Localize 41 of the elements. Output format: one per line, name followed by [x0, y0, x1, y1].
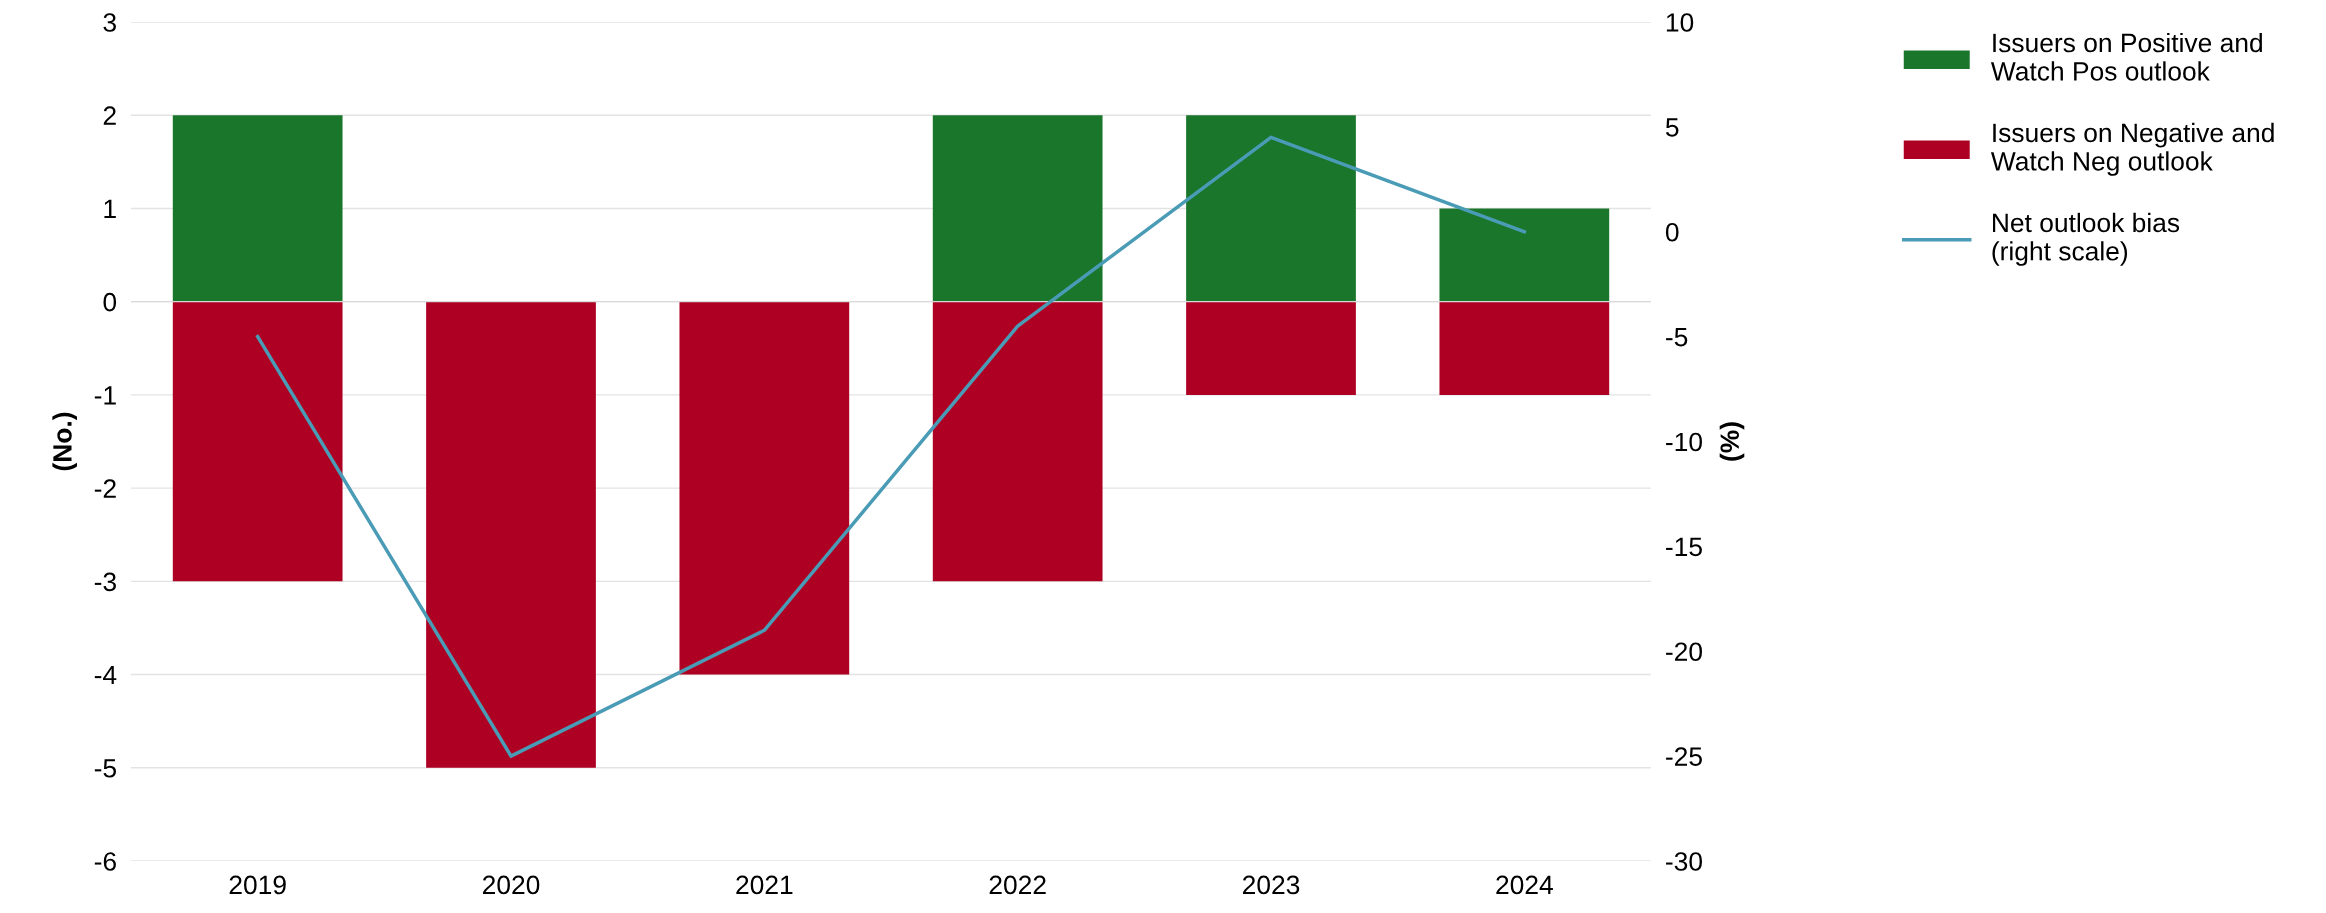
x-tick-label: 2021 [736, 875, 793, 895]
y2-tick-label: -10 [1666, 432, 1702, 452]
x-tick-label: 2020 [482, 875, 540, 895]
legend-label: Issuers on Negative and Watch Neg outlook [1990, 122, 2274, 176]
y-tick-label: 2 [103, 106, 116, 125]
legend-label: Net outlook bias (right scale) [1992, 212, 2180, 266]
y-tick-label: -3 [94, 572, 116, 592]
y2-tick-label: -5 [1666, 328, 1688, 347]
y2-tick-label: -30 [1666, 852, 1702, 871]
y2-tick-label: -25 [1666, 747, 1702, 766]
x-tick-label: 2023 [1242, 875, 1300, 895]
bar [932, 301, 1103, 582]
legend-label: Issuers on Positive and Watch Pos outlook [1990, 32, 2262, 81]
line-series [255, 135, 1527, 758]
y2-tick-label: -20 [1666, 642, 1702, 662]
bar [1186, 301, 1356, 395]
x-tick-label: 2022 [989, 875, 1046, 895]
y2-tick-label: 5 [1665, 118, 1679, 137]
y-tick-label: 0 [103, 292, 117, 312]
y-tick-label: -1 [94, 386, 116, 405]
y2-tick-label: 10 [1666, 13, 1694, 32]
y-axis-title: (No.) [52, 412, 77, 471]
x-tick-label: 2019 [229, 875, 286, 895]
y-tick-label: -5 [94, 759, 117, 778]
bar [172, 301, 343, 582]
bar [172, 115, 343, 302]
bar [1186, 115, 1356, 302]
bar [426, 301, 596, 768]
y-tick-label: -2 [94, 479, 116, 498]
y2-tick-label: -15 [1666, 537, 1702, 557]
y2-tick-label: 0 [1665, 222, 1679, 242]
bar [1439, 208, 1610, 302]
y2-axis-title: (%) [1719, 422, 1745, 461]
y-tick-label: -4 [94, 665, 117, 685]
bar [679, 301, 850, 675]
y-tick-label: 1 [104, 199, 116, 219]
y-tick-label: -6 [94, 852, 116, 871]
bar [932, 115, 1103, 302]
bar [1439, 301, 1610, 395]
x-tick-label: 2024 [1496, 875, 1553, 895]
y-tick-label: 3 [103, 13, 116, 32]
